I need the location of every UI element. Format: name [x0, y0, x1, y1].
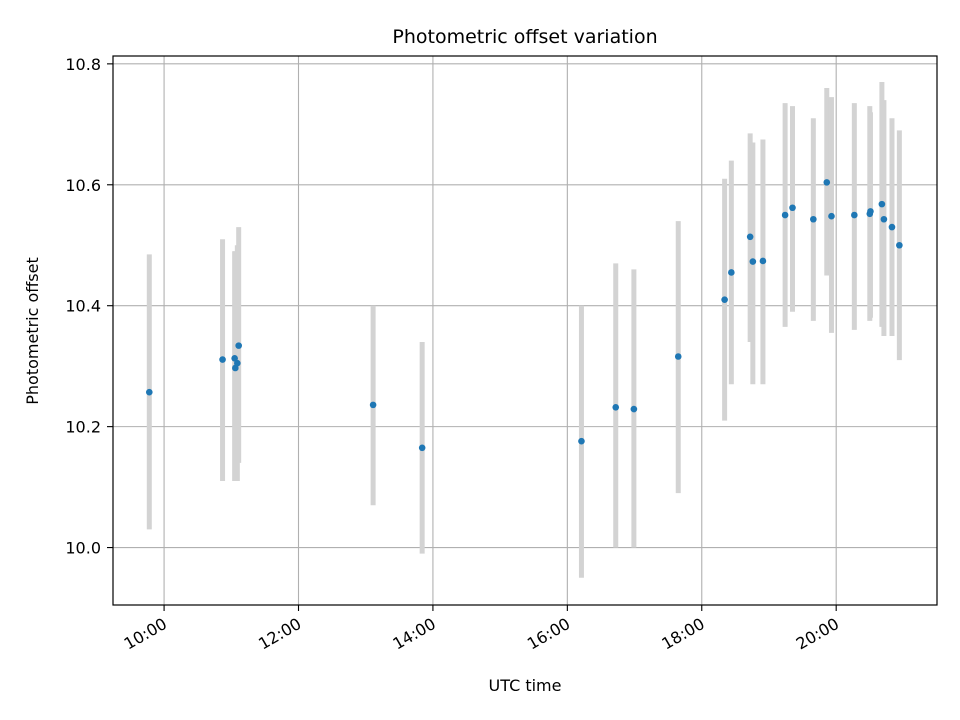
data-point: [749, 258, 757, 265]
data-point: [759, 257, 767, 265]
data-point: [896, 241, 903, 249]
data-point: [721, 296, 728, 303]
data-point: [674, 353, 682, 360]
data-point: [867, 208, 874, 215]
data-point: [823, 179, 831, 186]
gridlines: [113, 56, 937, 605]
data-points: [145, 179, 903, 452]
data-point: [789, 204, 796, 212]
data-point: [851, 211, 858, 219]
data-point: [235, 342, 242, 349]
y-tick-label: 10.4: [65, 297, 101, 316]
chart-title: Photometric offset variation: [392, 26, 657, 48]
data-point: [728, 269, 735, 276]
y-axis-label: Photometric offset: [23, 257, 42, 405]
data-point: [810, 215, 817, 223]
data-point: [746, 233, 754, 241]
data-point: [234, 359, 241, 367]
data-point: [231, 355, 238, 362]
data-point: [630, 405, 638, 413]
data-point: [781, 211, 789, 219]
y-tick-label: 10.6: [65, 176, 101, 195]
data-point: [418, 444, 426, 452]
plot-frame: [112, 55, 938, 606]
data-point: [578, 437, 585, 445]
data-point: [369, 401, 377, 409]
y-tick-label: 10.0: [65, 539, 101, 558]
data-point: [145, 388, 153, 396]
y-tick-label: 10.8: [65, 55, 101, 74]
data-point: [219, 356, 226, 363]
data-point: [880, 215, 888, 223]
data-point: [878, 200, 886, 208]
y-tick-label: 10.2: [65, 418, 101, 437]
data-point: [888, 223, 896, 231]
data-point: [612, 403, 620, 411]
x-axis-label: UTC time: [489, 676, 562, 695]
y-axis-ticks: 10.0 10.2 10.4 10.6 10.8: [65, 55, 113, 558]
data-point: [828, 212, 835, 220]
